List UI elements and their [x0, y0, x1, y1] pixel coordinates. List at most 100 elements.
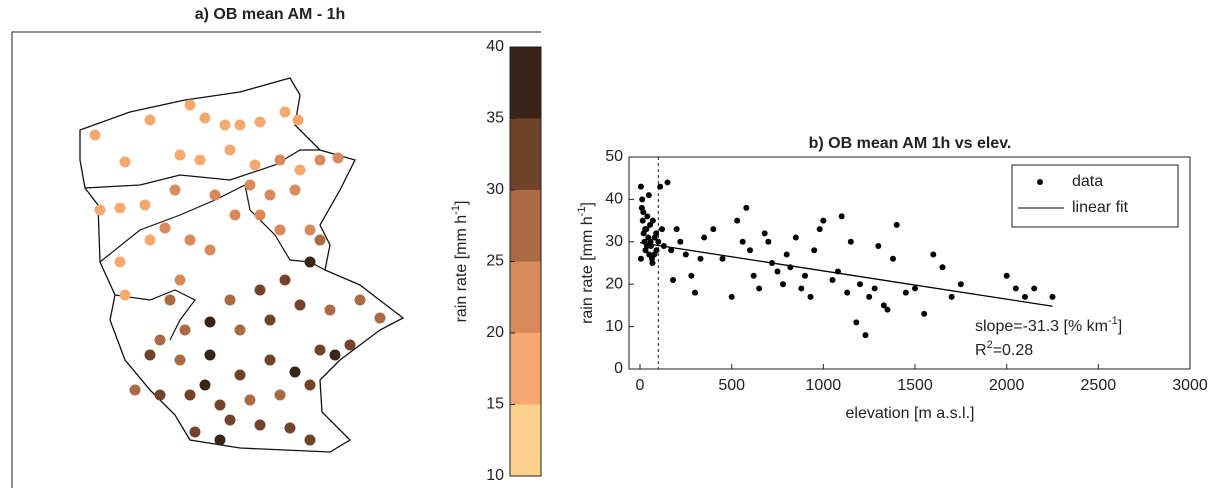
station — [119, 289, 131, 301]
station — [159, 222, 171, 234]
fit-line — [639, 242, 1053, 307]
station — [304, 256, 316, 268]
station — [219, 119, 231, 131]
x-tick-label: 2000 — [989, 377, 1025, 394]
data-point — [673, 226, 680, 233]
station — [214, 399, 226, 411]
data-point — [651, 251, 658, 258]
station — [314, 154, 326, 166]
colorbar-label-part: ] — [453, 201, 470, 205]
station — [254, 419, 266, 431]
y-axis-label: rain rate [mm h-1] — [576, 202, 596, 324]
station — [154, 334, 166, 346]
y-tick-label: 40 — [605, 191, 623, 208]
station — [164, 294, 176, 306]
station — [332, 152, 344, 164]
station — [284, 422, 296, 434]
station — [374, 312, 386, 324]
x-tick-label: 1000 — [806, 377, 842, 394]
y-axis-label-part: -1 — [576, 207, 588, 217]
data-point — [884, 306, 891, 313]
station — [174, 149, 186, 161]
colorbar-tick-label: 25 — [486, 253, 504, 270]
data-point — [688, 272, 695, 279]
data-point — [750, 272, 757, 279]
data-point — [637, 255, 644, 262]
station — [264, 354, 276, 366]
data-point — [939, 264, 946, 271]
data-point — [847, 238, 854, 245]
data-point — [820, 217, 827, 224]
annotation-part: 2 — [987, 339, 993, 351]
data-point — [639, 217, 646, 224]
data-point — [692, 289, 698, 296]
station — [129, 384, 141, 396]
station — [279, 106, 291, 118]
data-point — [829, 276, 836, 283]
scatter-panel: b) OB mean AM 1h vs elev. elevation [m a… — [628, 135, 1191, 422]
data-point — [838, 213, 845, 220]
station — [289, 184, 301, 196]
station — [184, 99, 196, 111]
legend-label: linear fit — [1072, 199, 1129, 216]
station — [174, 354, 186, 366]
data-point — [653, 230, 660, 237]
data-point — [912, 285, 918, 292]
data-point — [655, 238, 662, 245]
data-point — [677, 238, 684, 245]
plot-frame — [628, 156, 1191, 370]
data-point — [816, 226, 823, 233]
data-point — [719, 255, 726, 262]
colorbar-tick-label: 30 — [486, 181, 504, 198]
station — [292, 114, 304, 126]
data-point — [701, 234, 708, 241]
data-point — [1003, 272, 1010, 279]
x-tick-label: 2500 — [1081, 377, 1117, 394]
data-point — [780, 281, 786, 288]
colorbar-segment — [510, 333, 541, 405]
data-point — [774, 268, 781, 275]
station — [114, 202, 126, 214]
data-point — [649, 217, 656, 224]
colorbar-tick-label: 35 — [486, 110, 504, 127]
data-point — [644, 213, 651, 220]
data-point — [792, 234, 799, 241]
station — [204, 316, 216, 328]
x-tick-label: 3000 — [1172, 377, 1208, 394]
x-tick-label: 500 — [718, 377, 745, 394]
station — [244, 394, 256, 406]
map-title: a) OB mean AM - 1h — [195, 6, 346, 23]
data-point — [682, 251, 689, 258]
province-borders — [114, 289, 196, 341]
y-tick-label: 10 — [605, 318, 623, 335]
annotation-part: ] — [1118, 318, 1122, 335]
data-point — [844, 289, 851, 296]
colorbar-segment — [510, 190, 541, 262]
annotation-part: -1 — [1108, 315, 1118, 327]
station — [254, 209, 266, 221]
station — [184, 234, 196, 246]
station — [194, 154, 206, 166]
station — [184, 389, 196, 401]
data-point — [957, 281, 964, 288]
station — [209, 189, 221, 201]
data-point — [1049, 293, 1056, 300]
data-point — [756, 285, 763, 292]
data-point — [645, 192, 652, 199]
annotation-part: R — [975, 342, 987, 359]
station — [229, 209, 241, 221]
data-point — [871, 285, 878, 292]
station — [189, 426, 201, 438]
station — [274, 224, 286, 236]
data-point — [811, 247, 818, 254]
station — [324, 304, 336, 316]
station — [294, 299, 306, 311]
station — [204, 244, 216, 256]
data-point — [921, 310, 928, 317]
data-point — [743, 204, 750, 211]
colorbar-label: rain rate [mm h-1] — [450, 201, 470, 323]
data-point — [668, 247, 675, 254]
station — [234, 369, 246, 381]
station — [304, 224, 316, 236]
data-point — [802, 272, 808, 279]
